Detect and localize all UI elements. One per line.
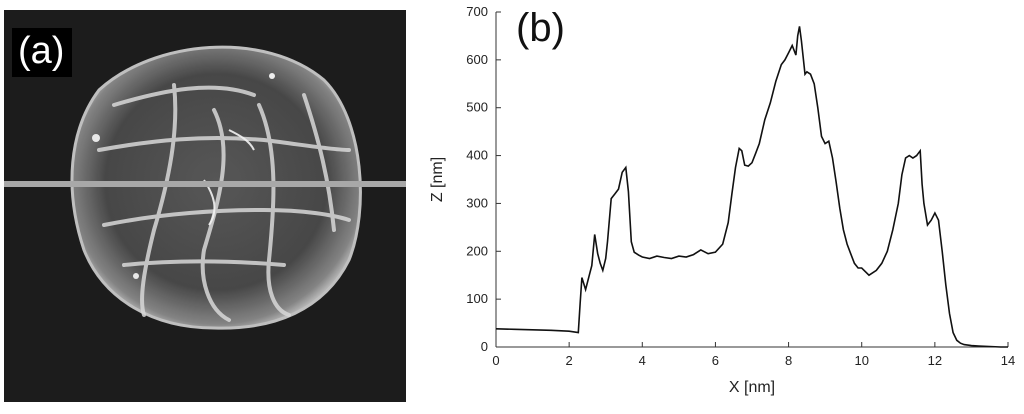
y-tick-label: 100 bbox=[466, 291, 488, 306]
panel-a-label: (a) bbox=[12, 28, 73, 77]
x-tick-label: 10 bbox=[854, 353, 868, 368]
y-axis-label: Z [nm] bbox=[429, 157, 446, 202]
y-tick-label: 200 bbox=[466, 243, 488, 258]
micrograph-image bbox=[4, 10, 406, 402]
y-tick-label: 400 bbox=[466, 148, 488, 163]
y-tick-label: 600 bbox=[466, 52, 488, 67]
y-tick-label: 700 bbox=[466, 4, 488, 19]
y-tick-label: 0 bbox=[481, 339, 488, 354]
x-tick-label: 0 bbox=[492, 353, 499, 368]
chart-axes bbox=[495, 12, 1008, 348]
x-tick-label: 4 bbox=[639, 353, 646, 368]
height-profile-chart: 0 2 4 6 8 10 12 14 0 100 200 300 400 500 600 700 X [nm]… bbox=[429, 4, 1015, 396]
y-tick-label: 300 bbox=[466, 195, 488, 210]
y-tick-label: 500 bbox=[466, 100, 488, 115]
x-tick-label: 2 bbox=[566, 353, 573, 368]
x-axis-label: X [nm] bbox=[729, 379, 775, 396]
x-tick-label: 8 bbox=[785, 353, 792, 368]
scan-line bbox=[4, 181, 406, 187]
micrograph-panel: (a) bbox=[4, 10, 406, 402]
chart-ticks: 0 2 4 6 8 10 12 14 0 100 200 300 400 500 600 700 bbox=[466, 4, 1015, 368]
x-tick-label: 6 bbox=[712, 353, 719, 368]
series-line bbox=[495, 26, 1008, 348]
panel-b-label: (b) bbox=[516, 6, 565, 50]
x-tick-label: 14 bbox=[1001, 353, 1015, 368]
x-tick-label: 12 bbox=[928, 353, 942, 368]
